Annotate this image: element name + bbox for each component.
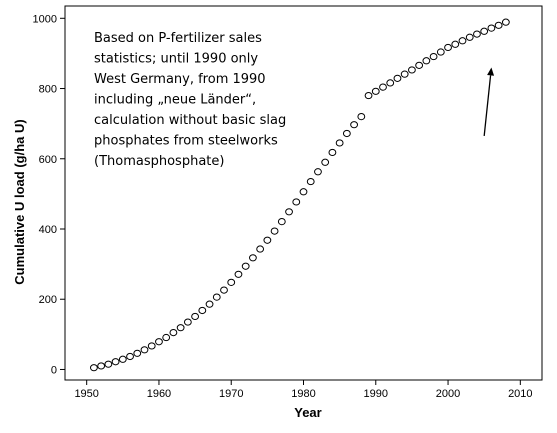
x-tick-label: 1960 (147, 388, 171, 400)
x-tick-label: 2000 (436, 388, 460, 400)
annotation-arrow-head (487, 67, 495, 76)
y-tick-label: 0 (51, 364, 57, 376)
plot-frame (64, 5, 543, 381)
data-point (126, 352, 134, 361)
y-axis-title: Cumulative U load (g/ha U) (12, 119, 27, 284)
data-point (328, 148, 337, 157)
data-point (444, 43, 452, 52)
data-point (249, 254, 257, 262)
y-axis: 0 200 400 600 800 1000 (33, 13, 65, 376)
data-point (342, 129, 351, 138)
y-tick-label: 200 (39, 294, 57, 306)
data-point (241, 262, 250, 270)
data-point (357, 113, 366, 121)
annotation-line: Based on P-fertilizer sales (94, 31, 262, 46)
annotation-line: (Thomasphosphate) (94, 154, 224, 169)
annotation-line: calculation without basic slag (94, 113, 286, 128)
x-axis-title: Year (294, 405, 321, 420)
data-point (480, 27, 489, 35)
data-point (212, 293, 221, 301)
y-tick-label: 400 (39, 224, 57, 236)
data-point (393, 74, 402, 82)
data-point (176, 324, 185, 332)
data-point (451, 40, 460, 48)
annotation-line: statistics; until 1990 only (94, 52, 258, 67)
data-point (422, 57, 431, 65)
data-point (270, 227, 279, 235)
data-point (386, 79, 395, 87)
data-point (371, 87, 380, 95)
data-point (133, 349, 142, 357)
data-point (364, 91, 373, 100)
y-tick-label: 1000 (33, 13, 57, 25)
data-point (299, 188, 308, 196)
y-tick-label: 800 (39, 84, 57, 96)
x-tick-label: 1990 (364, 388, 388, 400)
x-tick-label: 2010 (508, 388, 532, 400)
data-point (205, 300, 214, 308)
data-point (256, 245, 265, 253)
data-points (90, 18, 510, 372)
data-point (429, 52, 438, 61)
data-point (285, 208, 293, 216)
annotation-line: phosphates from steelworks (94, 134, 278, 149)
data-point (379, 83, 387, 91)
data-point (415, 61, 424, 69)
x-axis: 1950 1960 1970 1980 1990 2000 2010 (74, 380, 533, 400)
data-point (183, 318, 192, 326)
data-point (350, 121, 358, 129)
data-point (147, 342, 156, 350)
data-point (97, 362, 106, 370)
data-point (104, 360, 113, 368)
data-point (234, 270, 243, 278)
annotation-line: West Germany, from 1990 (94, 72, 266, 87)
data-point (335, 139, 344, 147)
data-point (408, 66, 416, 74)
data-point (220, 286, 228, 294)
x-tick-label: 1970 (219, 388, 243, 400)
data-point (191, 312, 199, 321)
x-tick-label: 1980 (291, 388, 315, 400)
data-point (277, 218, 286, 226)
annotation-arrow (483, 75, 492, 137)
data-point (501, 18, 510, 26)
data-point (306, 177, 315, 186)
data-point (263, 236, 272, 244)
data-point (292, 198, 301, 206)
data-point (155, 338, 163, 346)
data-point (90, 364, 98, 372)
data-point (465, 33, 474, 41)
data-point (400, 70, 409, 78)
data-point (111, 358, 120, 366)
data-point (169, 328, 178, 337)
data-point (314, 168, 322, 176)
data-point (162, 333, 171, 342)
data-point (198, 306, 207, 315)
data-point (487, 24, 496, 32)
data-point (436, 48, 445, 56)
data-point (473, 30, 481, 38)
annotation-line: including „neue Länder“, (94, 93, 256, 108)
data-point (494, 21, 503, 29)
y-tick-label: 600 (39, 154, 57, 166)
data-point (321, 158, 330, 166)
data-point (458, 37, 467, 45)
x-tick-label: 1950 (74, 388, 98, 400)
annotation-text: Based on P-fertilizer sales statistics; u… (94, 31, 286, 169)
data-point (227, 278, 236, 286)
data-point (118, 355, 127, 363)
data-point (140, 346, 149, 354)
